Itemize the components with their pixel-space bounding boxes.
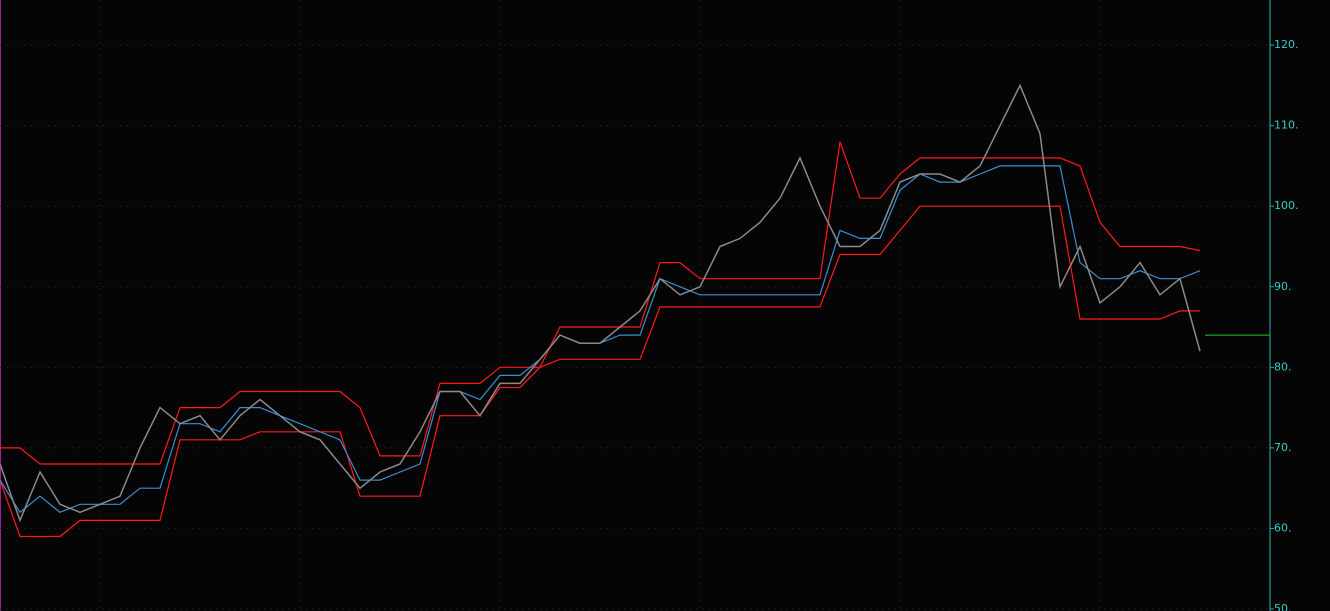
series-line: [0, 165, 1201, 514]
y-tick-label: 50.: [1274, 602, 1292, 611]
y-tick-label: 110.: [1274, 119, 1299, 132]
y-tick-label: 80.: [1274, 360, 1292, 373]
series-line: [0, 205, 1200, 538]
series-line: [0, 83, 1201, 523]
y-tick-label: 60.: [1274, 521, 1292, 534]
series-line: [0, 141, 1201, 465]
y-tick-label: 70.: [1274, 441, 1292, 454]
y-tick-label: 90.: [1274, 280, 1292, 293]
y-tick-label: 120.: [1274, 38, 1299, 51]
y-tick-label: 100.: [1274, 199, 1299, 212]
